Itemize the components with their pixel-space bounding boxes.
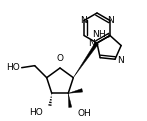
Text: N: N <box>108 16 114 25</box>
Polygon shape <box>68 93 72 108</box>
Polygon shape <box>73 42 98 78</box>
Text: HO: HO <box>6 63 20 72</box>
Text: HO: HO <box>29 108 43 117</box>
Text: N: N <box>88 39 95 49</box>
Polygon shape <box>68 89 83 93</box>
Text: N: N <box>80 16 86 25</box>
Text: NH$_2$: NH$_2$ <box>92 28 111 41</box>
Text: OH: OH <box>77 109 91 118</box>
Text: O: O <box>56 54 64 63</box>
Text: N: N <box>117 56 124 65</box>
